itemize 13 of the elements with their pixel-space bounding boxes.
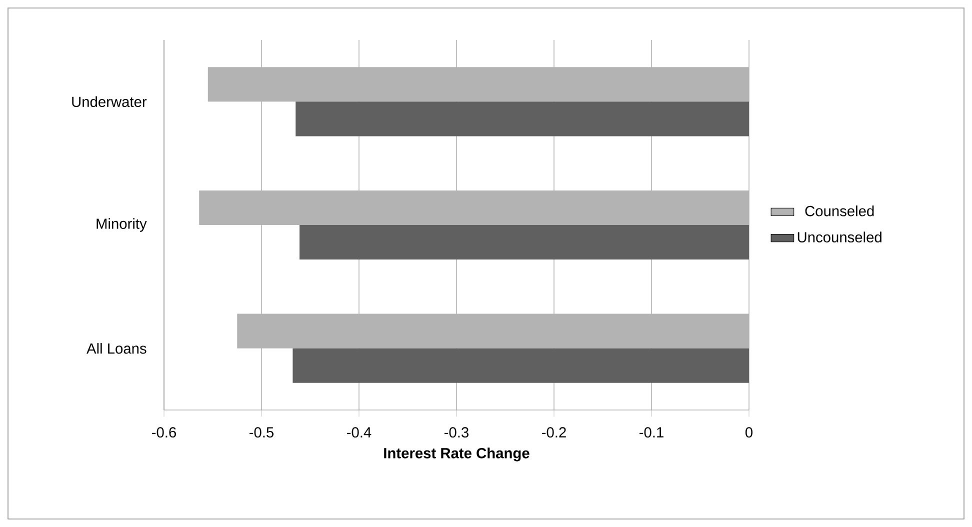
y-tick-label: Underwater [72,96,147,108]
x-tick-label: -0.2 [542,427,566,438]
x-tick-label: -0.4 [347,427,372,438]
x-tick-label: -0.5 [250,427,274,438]
x-tick-label: 0 [745,427,752,438]
legend-label: Uncounseled [798,232,882,242]
x-tick-label: -0.3 [444,427,468,438]
y-tick-label: Minority [96,218,147,232]
x-axis-title: Interest Rate Change [384,448,530,462]
y-tick-label: All Loans [86,342,146,354]
x-tick-label: -0.6 [152,427,176,438]
legend-label: Counseled [805,206,874,216]
x-tick-label: -0.1 [640,427,664,438]
